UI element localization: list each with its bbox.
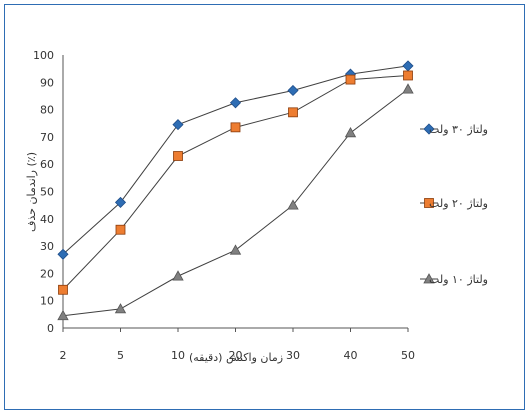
x-tick-label: 50 xyxy=(401,349,415,362)
series-2 xyxy=(58,70,413,295)
y-tick-label: 50 xyxy=(40,186,54,199)
x-tick-labels: 2 5 10 20 30 40 50 xyxy=(60,328,415,362)
y-tick-labels: 0 10 20 30 40 50 60 70 80 90 100 xyxy=(33,49,54,335)
data-point xyxy=(287,199,299,210)
data-point xyxy=(173,151,183,161)
data-point xyxy=(402,60,414,72)
series-3 xyxy=(57,83,414,321)
y-tick-label: 10 xyxy=(40,295,54,308)
x-tick-label: 10 xyxy=(171,349,185,362)
data-point xyxy=(115,224,126,235)
x-tick-label: 30 xyxy=(286,349,300,362)
x-tick-label: 20 xyxy=(229,349,243,362)
data-point xyxy=(423,123,435,135)
series-group xyxy=(57,60,414,321)
data-point xyxy=(288,107,298,118)
data-point xyxy=(114,196,127,208)
data-point xyxy=(287,84,299,97)
y-tick-label: 20 xyxy=(40,267,54,280)
data-point xyxy=(230,122,241,133)
data-point xyxy=(229,244,242,255)
series-1 xyxy=(57,60,414,260)
data-point xyxy=(58,284,68,295)
x-tick-label: 5 xyxy=(117,349,124,362)
legend-label: ولتاژ ۱۰ ولت xyxy=(429,273,488,286)
data-point xyxy=(229,97,242,109)
data-point xyxy=(114,303,127,314)
x-tick-label: 40 xyxy=(344,349,358,362)
chart-frame xyxy=(4,4,525,410)
y-axis-title: راندمان حذف (٪) xyxy=(25,152,38,232)
data-point xyxy=(57,309,69,321)
data-point xyxy=(423,273,435,284)
data-point xyxy=(344,126,357,138)
legend-label: ولتاژ ۲۰ ولت xyxy=(429,197,488,210)
data-point xyxy=(402,83,414,94)
y-tick-label: 70 xyxy=(40,131,54,144)
x-axis-title: زمان واکنش (دقیقه) xyxy=(189,351,283,364)
x-tick-label: 2 xyxy=(60,349,67,362)
data-point xyxy=(172,270,184,281)
series-line xyxy=(62,65,409,255)
y-tick-label: 40 xyxy=(40,213,54,226)
data-point xyxy=(424,198,434,208)
legend-label: ولتاژ ۳۰ ولت xyxy=(429,123,488,136)
legend-item: ولتاژ ۳۰ ولت xyxy=(420,123,488,136)
data-point xyxy=(57,248,69,260)
legend-item: ولتاژ ۲۰ ولت xyxy=(420,197,488,210)
data-point xyxy=(172,119,184,131)
y-tick-label: 0 xyxy=(47,322,54,335)
y-tick-label: 30 xyxy=(40,240,54,253)
y-tick-label: 100 xyxy=(33,49,54,62)
data-point xyxy=(403,70,413,81)
y-tick-label: 90 xyxy=(40,76,54,89)
axes xyxy=(62,55,408,329)
y-tick-label: 80 xyxy=(40,104,54,117)
legend: ولتاژ ۳۰ ولت ولتاژ ۲۰ ولت ولتاژ ۱۰ ولت xyxy=(420,123,488,286)
y-tick-label: 60 xyxy=(40,158,54,171)
legend-item: ولتاژ ۱۰ ولت xyxy=(420,273,488,286)
data-point xyxy=(345,74,356,85)
